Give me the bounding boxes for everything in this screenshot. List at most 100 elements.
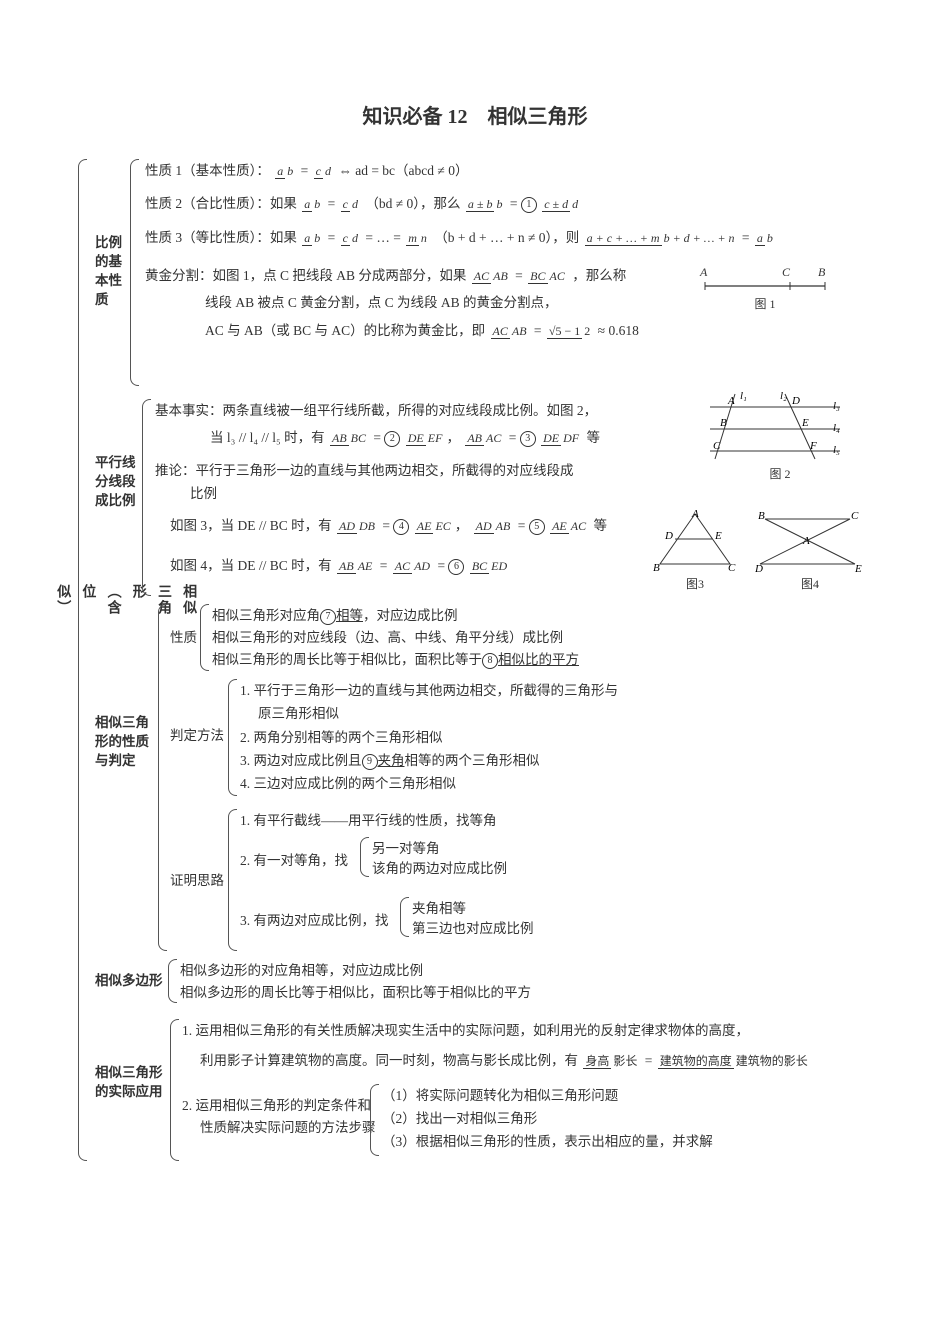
app-2b: 性质解决实际问题的方法步骤 [200, 1116, 376, 1140]
svg-text:D: D [755, 563, 763, 574]
svg-text:B: B [653, 562, 660, 574]
svg-text:B: B [758, 510, 765, 522]
step-1: （1）将实际问题转化为相似三角形问题 [382, 1084, 618, 1108]
root-brace [78, 159, 87, 1161]
svg-text:C: C [713, 440, 721, 452]
fig3-label: 图3 [650, 574, 740, 596]
a1b: 利用影子计算建筑物的高度。同一时刻，物高与影长成比例，有 [200, 1053, 581, 1068]
judge-4: 4. 三边对应成比例的两个三角形相似 [240, 772, 456, 796]
svg-text:l₁: l₁ [740, 390, 747, 402]
parallel-fig4: 如图 4，当 DE // BC 时，有 ABAE = ACAD = 6 BCED [170, 554, 511, 578]
svg-text:D: D [664, 530, 673, 542]
similar-proof-label: 证明思路 [170, 869, 224, 893]
page-title: 知识必备 12 相似三角形 [60, 100, 890, 129]
sp3a: 相似三角形的周长比等于相似比，面积比等于 [212, 652, 482, 667]
brace-parallel [142, 399, 151, 596]
judge-2: 2. 两角分别相等的两个三角形相似 [240, 726, 443, 750]
fig3-etc: 等 [593, 518, 607, 533]
parallel-when: 当 l₃ // l₄ // l₅ 时，有 ABBC = 2 DEEF， ABAC… [210, 426, 600, 450]
prop-1: 性质 1（基本性质）： ab = cd ⇔ ad = bc（abcd ≠ 0） [145, 159, 468, 183]
proof-1: 1. 有平行截线——用平行线的性质，找等角 [240, 809, 497, 833]
j3a: 3. 两边对应成比例且 [240, 753, 362, 768]
svg-text:A: A [691, 509, 699, 520]
j3b: 相等的两个三角形相似 [405, 753, 540, 768]
step-2: （2）找出一对相似三角形 [382, 1107, 537, 1131]
brace-proof [228, 809, 237, 951]
figure-3: A D E B C 图3 [650, 509, 740, 596]
prop2-mid: （bd ≠ 0），那么 [365, 196, 464, 211]
fig4-pre: 如图 4，当 DE // BC 时，有 [170, 558, 335, 573]
section-parallel-label: 平行线分线段成比例 [95, 454, 137, 511]
proof-2b: 该角的两边对应成比例 [372, 857, 507, 881]
brace-pf2 [360, 837, 369, 877]
svg-text:A: A [727, 395, 735, 407]
parallel-proportion: 比例 [190, 482, 217, 506]
pf2: 2. 有一对等角，找 [240, 853, 348, 868]
proof-3: 3. 有两边对应成比例，找 [240, 909, 389, 933]
app-1b: 利用影子计算建筑物的高度。同一时刻，物高与影长成比例，有 身高影长 = 建筑物的… [200, 1049, 812, 1073]
proof-3b: 第三边也对应成比例 [412, 917, 534, 941]
gold-l2: 线段 AB 被点 C 黄金分割，点 C 为线段 AB 的黄金分割点， [145, 291, 639, 315]
gold-mid: ，那么称 [572, 268, 626, 283]
root-label: 相似三角形（含位似） [50, 584, 201, 616]
svg-text:l₄: l₄ [833, 422, 840, 434]
similar-prop-label: 性质 [170, 626, 197, 650]
pf3: 3. 有两边对应成比例，找 [240, 913, 389, 928]
section-proportion-label: 比例的基本性质 [95, 234, 123, 310]
sp1b: ，对应边成比例 [363, 608, 458, 623]
judge-3: 3. 两边对应成比例且9夹角相等的两个三角形相似 [240, 749, 540, 773]
gold-val: ≈ 0.618 [598, 323, 639, 338]
sp1a: 相似三角形对应角 [212, 608, 320, 623]
prop-2: 性质 2（合比性质）：如果 ab = cd （bd ≠ 0），那么 a ± bb… [145, 192, 582, 216]
section-poly-label: 相似多边形 [95, 969, 163, 993]
judge-1: 1. 平行于三角形一边的直线与其他两边相交，所截得的三角形与 [240, 679, 618, 703]
c9: 夹角 [378, 753, 405, 768]
parallel-fact: 基本事实：两条直线被一组平行线所截，所得的对应线段成比例。如图 2， [155, 399, 597, 423]
fig2-label: 图 2 [710, 464, 850, 486]
brace-judge [228, 679, 237, 796]
brace-app [170, 1019, 179, 1161]
similar-prop-1: 相似三角形对应角7相等，对应边成比例 [212, 604, 458, 628]
svg-text:C: C [851, 510, 859, 522]
brace-poly [168, 959, 177, 1003]
brace-prop [130, 159, 139, 386]
par-etc1: 等 [586, 430, 600, 445]
poly-2: 相似多边形的周长比等于相似比，面积比等于相似比的平方 [180, 981, 531, 1005]
c8: 相似比的平方 [498, 652, 579, 667]
prop1-eq: ⇔ ad = bc（abcd ≠ 0） [338, 163, 468, 178]
section-similar-label: 相似三角形的性质与判定 [95, 714, 151, 771]
figure-1: A C B 图 1 [700, 274, 830, 316]
svg-text:E: E [854, 563, 862, 574]
svg-text:l₃: l₃ [833, 400, 840, 412]
prop3-mid: （b + d + … + n ≠ 0），则 [434, 230, 582, 245]
golden-section: 黄金分割：如图 1，点 C 把线段 AB 分成两部分，如果 ACAB = BCA… [145, 264, 639, 346]
prop2-pre: 性质 2（合比性质）：如果 [145, 196, 300, 211]
svg-text:F: F [809, 440, 817, 452]
svg-text:E: E [801, 417, 809, 429]
fig4-label: 图4 [755, 574, 865, 596]
judge-1b: 原三角形相似 [258, 702, 339, 726]
prop3-pre: 性质 3（等比性质）：如果 [145, 230, 300, 245]
svg-text:D: D [791, 395, 800, 407]
poly-1: 相似多边形的对应角相等，对应边成比例 [180, 959, 423, 983]
svg-text:l₂: l₂ [780, 390, 787, 402]
proof-2: 2. 有一对等角，找 [240, 849, 348, 873]
similar-prop-2: 相似三角形的对应线段（边、高、中线、角平分线）成比例 [212, 626, 563, 650]
parallel-corollary: 推论：平行于三角形一边的直线与其他两边相交，所截得的对应线段成 [155, 459, 574, 483]
svg-text:E: E [714, 530, 722, 542]
prop1-pre: 性质 1（基本性质）： [145, 163, 270, 178]
step-3: （3）根据相似三角形的性质，表示出相应的量，并求解 [382, 1130, 713, 1154]
similar-judge-label: 判定方法 [170, 724, 224, 748]
par-when: 当 l₃ // l₄ // l₅ 时，有 [210, 430, 328, 445]
fig3-pre: 如图 3，当 DE // BC 时，有 [170, 518, 335, 533]
section-app-label: 相似三角形的实际应用 [95, 1064, 165, 1102]
brace-similar-prop [200, 604, 209, 671]
figure-4: B C A D E 图4 [755, 509, 865, 596]
similar-prop-3: 相似三角形的周长比等于相似比，面积比等于8相似比的平方 [212, 648, 579, 672]
app-1: 1. 运用相似三角形的有关性质解决现实生活中的实际问题，如利用光的反射定律求物体… [182, 1019, 749, 1043]
parallel-fig3: 如图 3，当 DE // BC 时，有 ADDB = 4 AEEC， ADAB … [170, 514, 607, 538]
svg-text:C: C [728, 562, 736, 574]
brace-similar [158, 604, 167, 951]
svg-text:l₅: l₅ [833, 444, 840, 456]
svg-text:B: B [720, 417, 727, 429]
